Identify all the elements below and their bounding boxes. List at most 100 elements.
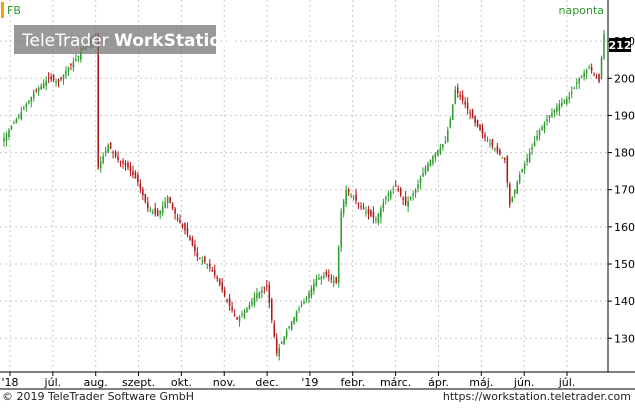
candle-body <box>268 284 271 303</box>
candle-body <box>261 290 263 293</box>
candle-body <box>134 172 137 179</box>
candle-body <box>394 185 397 187</box>
candle-body <box>345 189 347 204</box>
x-tick-label: szept. <box>122 376 155 389</box>
candle-body <box>521 169 523 172</box>
candle-body <box>278 347 280 357</box>
candle-body <box>213 270 216 276</box>
candle-body <box>573 87 576 89</box>
candle-body <box>221 282 223 290</box>
y-tick-label: 190 <box>614 109 635 122</box>
candle-body <box>305 297 308 300</box>
candle-body <box>509 183 511 205</box>
y-tick-label: 140 <box>614 295 635 308</box>
candle-body <box>263 287 266 289</box>
candle-body <box>340 212 342 248</box>
candle-body <box>466 103 469 109</box>
candle-body <box>216 276 218 279</box>
candle-body <box>204 256 206 263</box>
candle-body <box>347 189 350 193</box>
candle-body <box>504 158 506 160</box>
y-tick-label: 200 <box>614 72 635 85</box>
x-tick-label: júl. <box>558 376 576 389</box>
candle-body <box>241 314 243 316</box>
candle-body <box>238 316 241 322</box>
candle-body <box>419 178 422 184</box>
footer-copyright: © 2019 TeleTrader Software GmbH <box>2 390 195 403</box>
candle-body <box>243 311 246 319</box>
candle-body <box>422 173 424 177</box>
x-tick-label: júl. <box>44 376 62 389</box>
candle-body <box>285 330 288 337</box>
candle-body <box>109 142 112 149</box>
candle-body <box>201 260 204 262</box>
candle-body <box>380 208 382 218</box>
x-tick-label: márc. <box>380 376 411 389</box>
candle-body <box>533 141 536 146</box>
x-tick-label: '19 <box>301 376 318 389</box>
candle-body <box>142 189 144 196</box>
candle-body <box>325 272 328 276</box>
candle-body <box>47 77 50 79</box>
candle-body <box>112 151 114 153</box>
candle-body <box>590 67 593 71</box>
candle-body <box>409 197 412 200</box>
candle-body <box>459 94 461 97</box>
candle-body <box>52 75 55 81</box>
candle-body <box>412 193 414 196</box>
candle-body <box>40 85 42 90</box>
candle-body <box>424 167 427 174</box>
candle-body <box>603 33 605 59</box>
candle-body <box>580 75 583 77</box>
candle-body <box>70 64 72 66</box>
candle-body <box>15 119 18 123</box>
candle-body <box>246 308 248 312</box>
candle-body <box>122 160 124 164</box>
candle-body <box>179 219 181 224</box>
candle-body <box>290 321 293 331</box>
candle-body <box>293 316 295 324</box>
candle-body <box>236 317 238 320</box>
candle-body <box>199 257 201 259</box>
y-tick-label: 170 <box>614 184 635 197</box>
candle-body <box>8 130 10 137</box>
footer-url[interactable]: https://workstation.teletrader.com <box>442 390 631 403</box>
candle-body <box>486 140 489 142</box>
symbol-label: FB <box>7 4 21 17</box>
candle-body <box>330 277 333 279</box>
y-tick-label: 180 <box>614 147 635 160</box>
candle-body <box>300 304 303 306</box>
candle-body <box>387 194 390 197</box>
candle-body <box>556 107 558 112</box>
candle-body <box>506 156 509 183</box>
candle-body <box>248 304 251 309</box>
last-price-label: 212 <box>609 39 632 52</box>
candle-body <box>114 152 117 157</box>
x-tick-label: '18 <box>1 376 18 389</box>
candle-body <box>499 149 501 155</box>
candle-body <box>3 137 5 142</box>
candle-body <box>563 100 566 102</box>
candle-body <box>233 314 236 316</box>
candle-body <box>159 211 161 215</box>
candle-body <box>256 293 258 299</box>
candle-body <box>365 212 367 213</box>
candle-body <box>335 277 337 283</box>
candle-body <box>57 79 60 82</box>
candle-body <box>253 297 256 305</box>
candle-body <box>149 210 152 212</box>
candle-body <box>139 183 142 189</box>
candle-body <box>526 158 528 162</box>
candle-body <box>553 109 556 113</box>
candle-body <box>593 73 595 75</box>
candle-body <box>50 76 52 80</box>
candle-body <box>501 157 504 159</box>
candle-body <box>429 160 432 167</box>
candle-body <box>275 338 278 354</box>
candle-body <box>310 288 313 297</box>
candle-body <box>531 147 533 150</box>
candle-body <box>303 301 305 304</box>
candle-body <box>280 342 283 344</box>
candle-body <box>407 200 409 207</box>
